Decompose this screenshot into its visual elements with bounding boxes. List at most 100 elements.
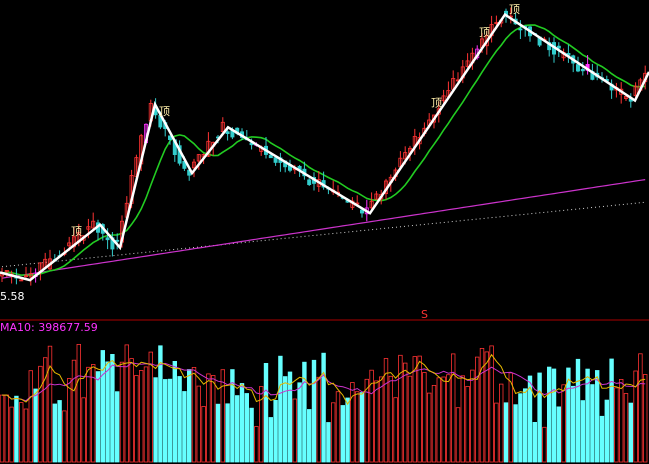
volume-bar [110,353,115,463]
candle-body [268,154,273,159]
volume-bar [407,375,413,463]
volume-bar [566,367,571,463]
volume-bar [258,386,264,463]
volume-bar [230,369,235,463]
volume-bar [527,375,533,463]
volume-bar [249,407,254,463]
volume-bar [167,378,173,463]
volume-bar [4,394,9,463]
volume-bar [599,415,605,463]
volume-bar [614,387,619,463]
volume-bar [436,377,441,463]
volume-ma-title: MA10: 398677.59 [0,321,98,334]
volume-panel [0,343,648,463]
volume-bar [330,402,336,463]
volume-bar [489,345,494,463]
volume-bar [43,357,48,463]
volume-bar [115,391,120,463]
volume-bar [206,373,211,463]
volume-bar [422,372,427,463]
volume-bar [484,351,489,463]
volume-ma10-line [1,362,646,402]
candle-body [359,209,364,214]
volume-bar [196,385,201,463]
volume-bar [254,426,259,463]
volume-bar [86,366,91,463]
volume-bar [273,399,278,463]
volume-bar [225,403,230,463]
volume-bar [633,370,638,463]
volume-bar [580,400,585,463]
candle-body [580,69,585,72]
volume-bar [523,388,528,463]
volume-bar [268,417,273,463]
volume-bar [547,366,552,463]
candle-body [633,85,638,96]
volume-bar [134,375,139,463]
volume-bar [186,369,192,463]
volume-bar [47,345,53,463]
volume-bar [455,407,461,463]
volume-bar [431,384,437,463]
volume-bar [604,399,609,463]
candle-body [465,60,470,67]
candle-body [105,237,110,241]
volume-bar [239,383,245,463]
volume-bar [595,370,600,463]
volume-bar [158,345,163,463]
volume-bar [148,351,153,463]
volume-bar [172,360,177,463]
volume-bar [321,352,326,463]
volume-bar [335,391,341,463]
candle-body [86,226,91,230]
volume-bar [33,388,38,463]
volume-bar [537,372,542,463]
volume-bar [398,354,403,463]
volume-bar [556,406,561,463]
volume-bar [326,422,331,463]
volume-bar [465,385,470,463]
volume-bar [306,409,312,463]
volume-bar [81,397,86,463]
volume-bar [244,393,249,463]
volume-bar [129,358,134,463]
candle-body [403,152,408,160]
candle-body [369,200,374,209]
top-marker-label: 顶 [159,105,170,118]
volume-bar [14,395,19,463]
volume-bar [542,426,547,463]
volume-bar [62,410,67,463]
volume-bar [38,365,43,463]
volume-bar [571,385,576,463]
candle-body [191,161,196,169]
candle-body [273,157,278,163]
volume-bar [551,368,557,463]
zigzag-line [0,12,649,282]
volume-bar [0,394,5,463]
top-marker-label: 顶 [509,3,520,16]
candle-body [28,273,33,278]
volume-bar [153,377,158,463]
volume-bar [345,397,350,463]
volume-bar [450,353,456,463]
volume-bar [162,379,168,463]
volume-bar [446,374,451,463]
candle-body [307,179,312,185]
volume-bar [498,383,504,463]
volume-bar [393,397,398,463]
volume-bar [182,391,187,463]
volume-bar [71,359,77,463]
volume-bar [292,398,297,463]
candle-body [4,269,9,273]
volume-bar [311,359,317,463]
volume-bar [561,384,566,463]
volume-bar [124,344,129,463]
volume-ma5-line [1,353,646,406]
volume-bar [460,375,465,463]
volume-bar [105,361,110,463]
volume-bar [350,382,355,463]
volume-bar [282,376,288,463]
candle-body [220,121,225,133]
